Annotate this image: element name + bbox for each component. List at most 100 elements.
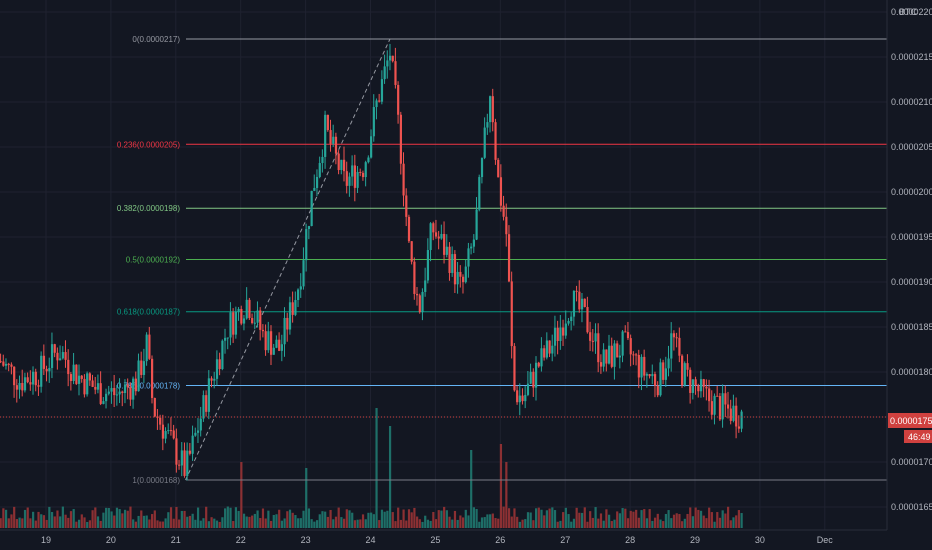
candle-body bbox=[648, 374, 651, 377]
volume-bar bbox=[210, 517, 213, 528]
candle-body bbox=[740, 411, 743, 429]
candle-body bbox=[683, 363, 686, 386]
candle-body bbox=[386, 60, 389, 67]
volume-bar bbox=[167, 512, 170, 528]
volume-bar bbox=[689, 507, 692, 528]
volume-bar bbox=[207, 521, 210, 528]
volume-bar bbox=[502, 506, 505, 528]
fib-level-label: 0.618(0.0000187) bbox=[117, 308, 181, 317]
candle-body bbox=[678, 337, 681, 356]
candle-body bbox=[359, 171, 362, 173]
candle-body bbox=[342, 159, 346, 172]
volume-bar bbox=[259, 518, 262, 528]
volume-bar bbox=[294, 515, 297, 528]
volume-bar bbox=[364, 519, 367, 528]
candle-body bbox=[240, 308, 243, 324]
candle-body bbox=[594, 333, 597, 342]
candle-body bbox=[399, 114, 402, 164]
candle-body bbox=[516, 390, 519, 403]
candle-body bbox=[618, 355, 622, 358]
volume-bar bbox=[570, 521, 573, 528]
candle-body bbox=[564, 323, 567, 336]
volume-bar bbox=[256, 510, 259, 528]
candle-body bbox=[578, 291, 581, 310]
volume-bar bbox=[386, 510, 389, 528]
volume-bar bbox=[591, 517, 594, 528]
volume-bar bbox=[67, 517, 70, 528]
candle-body bbox=[713, 395, 716, 415]
time-axis[interactable]: 19 20 21 22 23 24 25 26 27 28 29 30 Dec bbox=[0, 529, 887, 545]
candle-body bbox=[464, 266, 467, 283]
volume-bar bbox=[543, 515, 546, 528]
candle-body bbox=[88, 373, 92, 381]
fib-level-label: 0.5(0.0000192) bbox=[126, 256, 181, 265]
time-tick-label: 24 bbox=[365, 535, 375, 545]
candle-body bbox=[305, 229, 308, 261]
candle-body bbox=[726, 404, 730, 409]
volume-bar bbox=[532, 520, 535, 528]
candle-body bbox=[445, 246, 448, 255]
candle-body bbox=[521, 395, 524, 402]
candle-body bbox=[505, 216, 508, 235]
candle-body bbox=[348, 176, 351, 186]
candle-body bbox=[456, 271, 459, 285]
fib-level-label: 0(0.0000217) bbox=[132, 35, 180, 44]
candle-body bbox=[86, 373, 89, 395]
candle-body bbox=[367, 157, 370, 163]
time-tick-label: 27 bbox=[560, 535, 570, 545]
candle-body bbox=[196, 430, 200, 433]
candle-body bbox=[26, 377, 29, 383]
volume-bar bbox=[215, 520, 219, 528]
volume-bar bbox=[226, 506, 229, 528]
volume-bar bbox=[553, 510, 557, 528]
candle-body bbox=[653, 374, 657, 386]
candle-body bbox=[332, 136, 335, 144]
candle-body bbox=[572, 290, 576, 317]
volume-bar bbox=[275, 514, 278, 528]
volume-bar bbox=[694, 507, 697, 528]
candle-body bbox=[318, 163, 321, 177]
volume-bar bbox=[572, 518, 576, 528]
volume-bar bbox=[453, 510, 457, 528]
candle-body bbox=[251, 317, 254, 324]
candle-body bbox=[532, 371, 535, 388]
candle-body bbox=[605, 349, 608, 364]
volume-bar bbox=[602, 520, 605, 528]
candle-body bbox=[215, 359, 219, 379]
volume-bar bbox=[164, 518, 167, 528]
candle-body bbox=[210, 378, 213, 381]
candle-body bbox=[589, 332, 592, 341]
volume-bar bbox=[161, 521, 165, 528]
volume-bar bbox=[242, 513, 246, 528]
volume-bar bbox=[102, 512, 105, 528]
volume-bar bbox=[683, 518, 686, 528]
volume-bar bbox=[61, 506, 64, 528]
candle-body bbox=[315, 176, 319, 188]
candle-body bbox=[718, 396, 722, 420]
candle-body bbox=[345, 171, 348, 186]
candle-body bbox=[175, 438, 178, 465]
candle-body bbox=[629, 338, 632, 355]
candle-body bbox=[597, 333, 600, 363]
volume-bar bbox=[672, 514, 676, 528]
volume-bar bbox=[567, 514, 570, 528]
candle-body bbox=[129, 387, 132, 400]
time-tick-label: 28 bbox=[625, 535, 635, 545]
volume-bar bbox=[123, 509, 127, 528]
volume-bar bbox=[394, 521, 397, 528]
volume-bar bbox=[624, 508, 627, 528]
candle-body bbox=[37, 385, 40, 387]
volume-bar bbox=[118, 509, 121, 528]
candle-body bbox=[580, 298, 584, 310]
volume-bar bbox=[15, 519, 18, 528]
volume-bar bbox=[491, 513, 494, 528]
candle-body bbox=[448, 246, 451, 273]
candle-body bbox=[267, 331, 270, 351]
price-tick-label: 0.00001650 bbox=[891, 502, 932, 512]
candle-body bbox=[23, 377, 27, 391]
volume-bar bbox=[729, 520, 732, 528]
candle-body bbox=[291, 302, 294, 315]
